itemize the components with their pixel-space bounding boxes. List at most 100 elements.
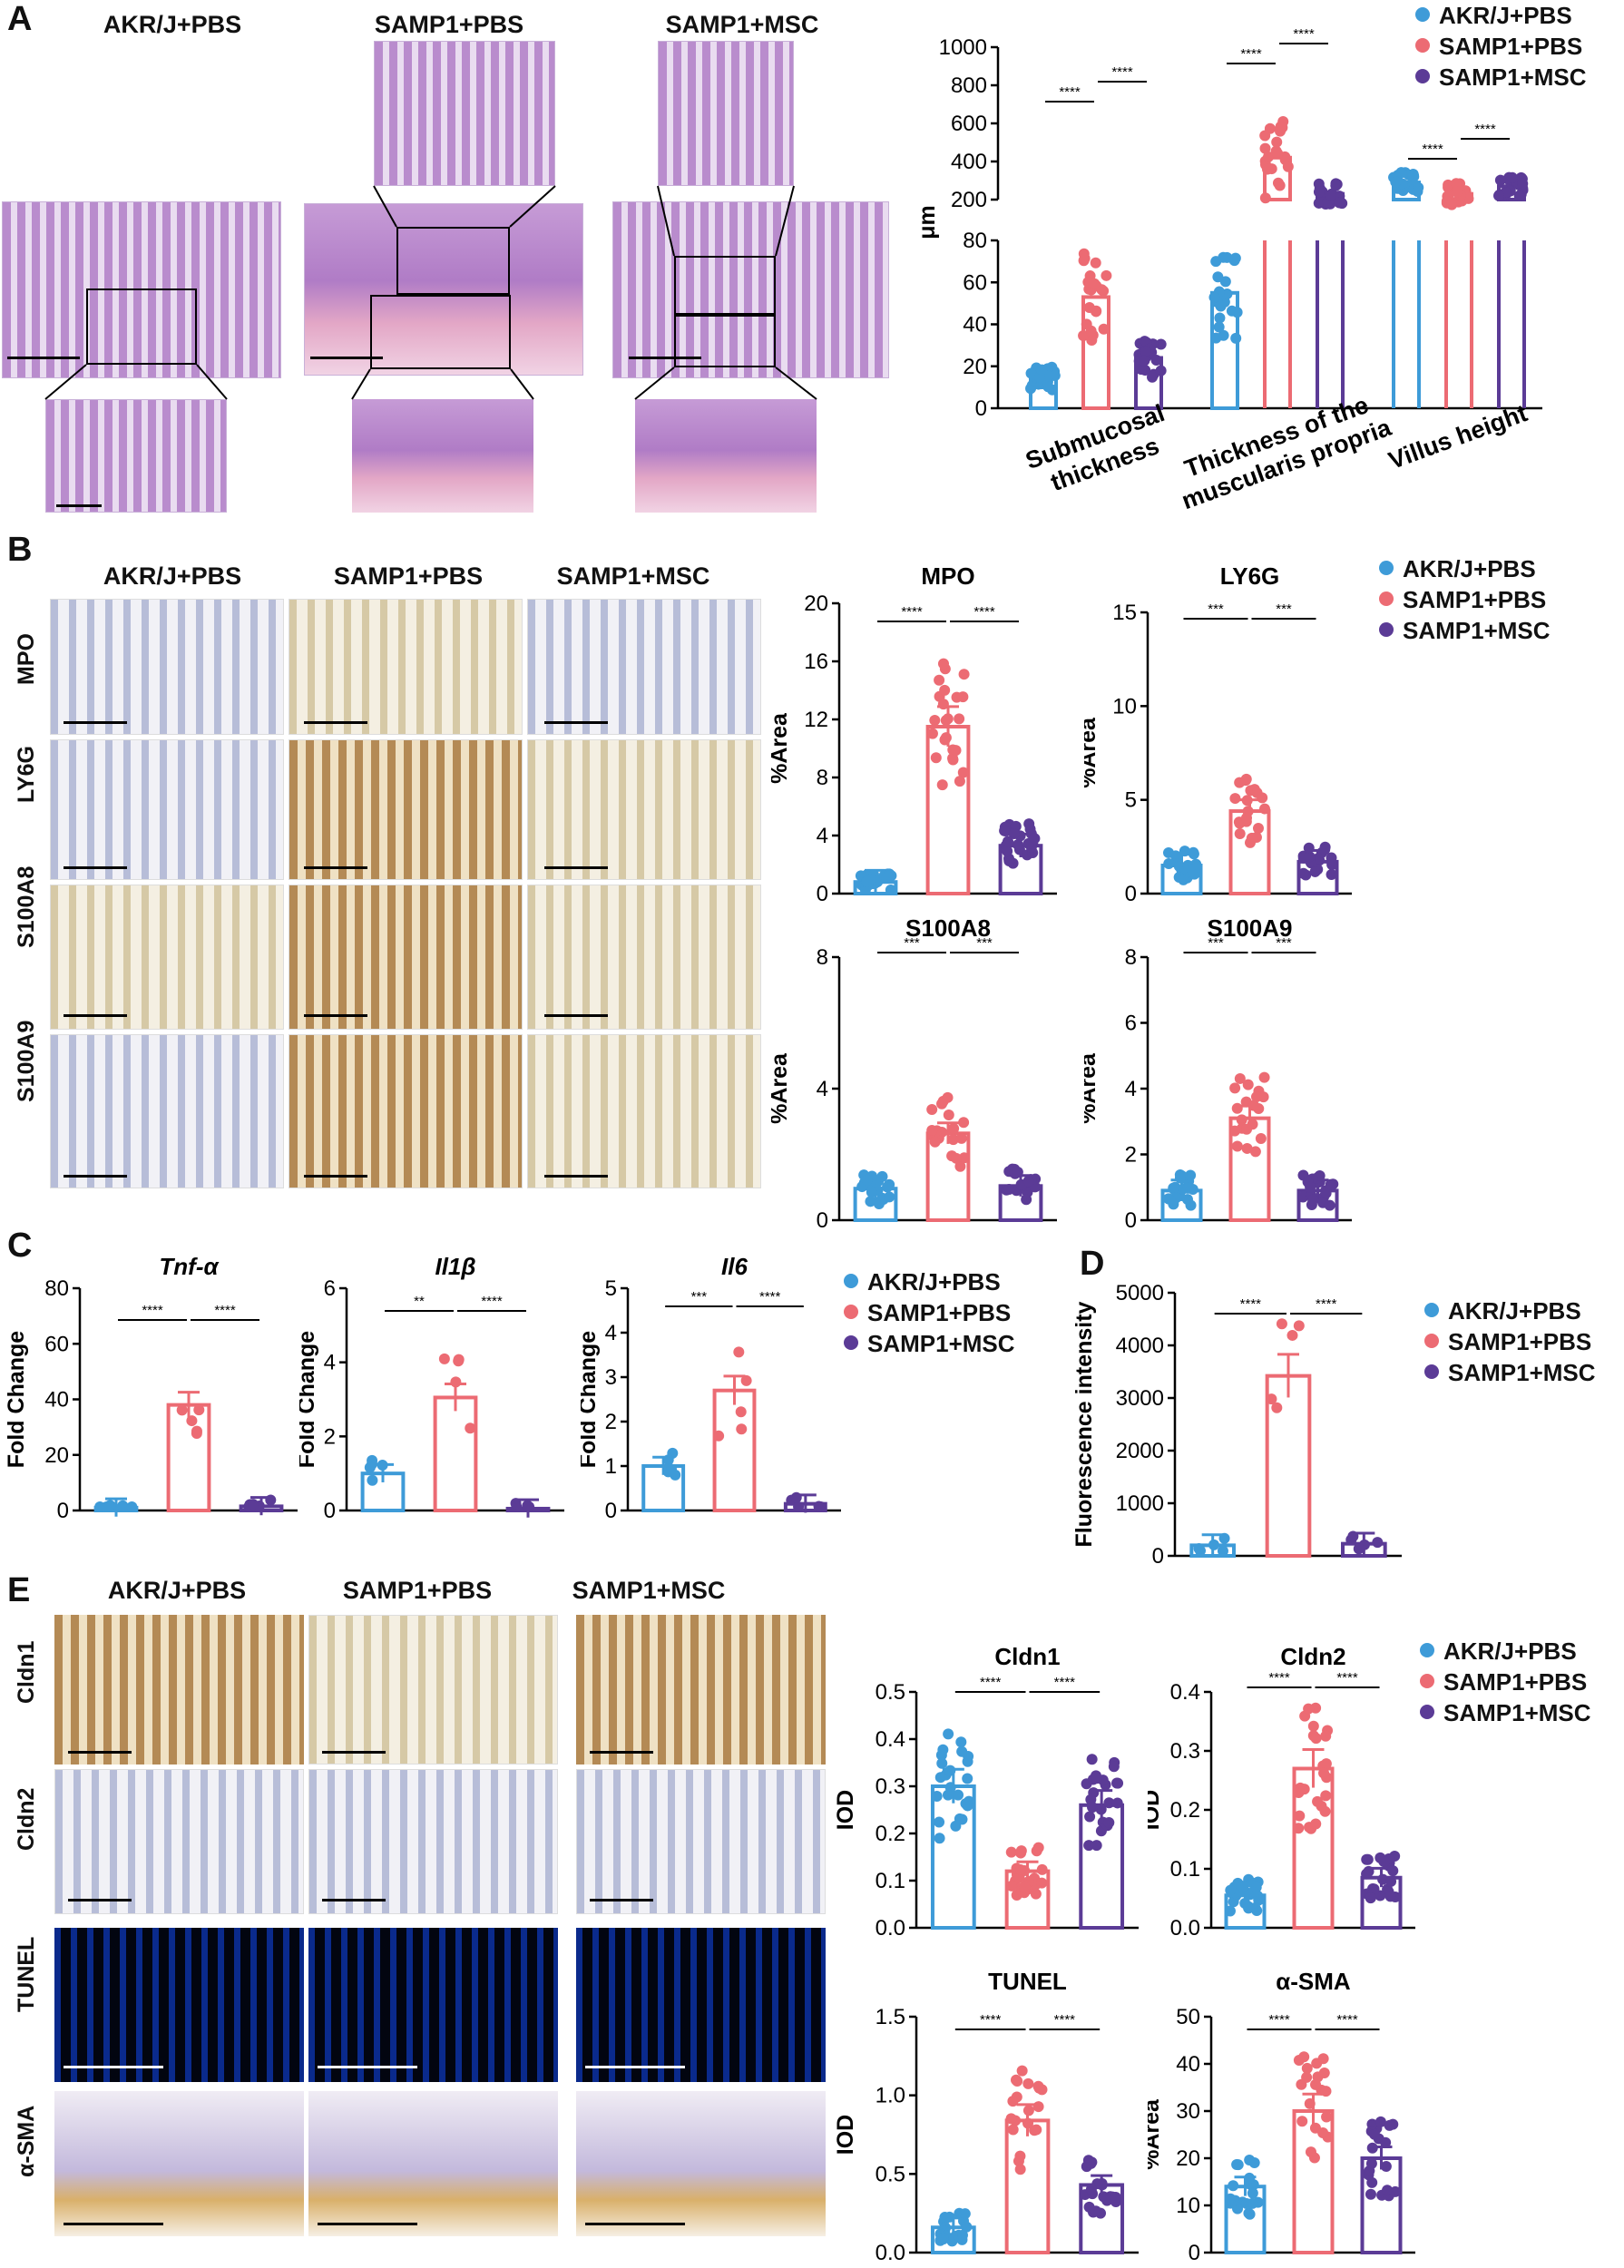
- y-tick-label: 0: [324, 1499, 336, 1523]
- data-point: [1303, 1703, 1315, 1715]
- y-tick-label: 8: [817, 766, 828, 790]
- data-point: [1217, 1545, 1228, 1557]
- he-zoom-samp1-pbs-bottom: [352, 399, 533, 513]
- data-point: [1310, 1733, 1322, 1745]
- data-point: [1493, 190, 1505, 201]
- data-point: [1188, 848, 1199, 860]
- panel-a-group-label: SAMP1+MSC: [665, 11, 819, 38]
- data-point: [1210, 332, 1222, 344]
- legend-label: AKR/J+PBS: [867, 1268, 1001, 1295]
- y-tick-label: 2: [1125, 1143, 1137, 1168]
- legend-dot-icon: [1420, 1705, 1434, 1719]
- data-point: [936, 779, 948, 791]
- data-point: [1310, 2078, 1322, 2090]
- significance-label: ****: [1422, 142, 1443, 157]
- significance-label: ****: [1316, 1296, 1337, 1312]
- data-point: [1385, 1875, 1397, 1887]
- data-point: [1240, 812, 1252, 824]
- data-point: [1236, 1114, 1247, 1126]
- data-point: [1098, 323, 1110, 335]
- data-point: [1182, 1182, 1194, 1194]
- data-point: [954, 1160, 966, 1172]
- data-point: [1022, 2077, 1034, 2089]
- data-point: [954, 713, 965, 725]
- data-point: [1081, 318, 1092, 330]
- data-point: [1313, 186, 1325, 198]
- row-label: MPO: [14, 633, 39, 685]
- y-axis-label: %Area: [1084, 1052, 1101, 1124]
- data-point: [1002, 836, 1013, 847]
- data-point: [1022, 2117, 1034, 2129]
- scale-bar: [585, 2223, 685, 2225]
- data-point: [1185, 1169, 1197, 1181]
- data-point: [1084, 1811, 1096, 1823]
- data-point: [884, 1191, 895, 1203]
- data-point: [1362, 1853, 1374, 1865]
- data-point: [926, 1104, 938, 1116]
- data-point: [930, 752, 942, 764]
- data-point: [1305, 1181, 1316, 1193]
- data-point: [1032, 1842, 1044, 1853]
- legend-item: AKR/J+PBS: [844, 1268, 1001, 1296]
- data-point: [957, 691, 969, 703]
- data-point: [1003, 1183, 1015, 1195]
- legend-dot-icon: [1379, 622, 1394, 637]
- data-point: [1317, 2126, 1329, 2138]
- zoom-box: [86, 288, 197, 365]
- legend-dot-icon: [844, 1335, 858, 1350]
- data-point: [1277, 122, 1288, 133]
- data-point: [1305, 2146, 1316, 2158]
- significance-label: ****: [1336, 2012, 1358, 2028]
- y-tick-label: 10: [1176, 2194, 1200, 2218]
- ihc-ly6g-akr: [50, 739, 284, 880]
- significance-label: ***: [1276, 935, 1292, 951]
- tunel-akr: [54, 1928, 304, 2082]
- scale-bar: [310, 357, 383, 359]
- data-point: [1085, 2157, 1097, 2169]
- data-point: [1022, 1175, 1034, 1187]
- data-point: [1301, 2071, 1313, 2083]
- chart-title: Cldn2: [1280, 1643, 1345, 1670]
- data-point: [1208, 1539, 1219, 1550]
- legend-label: SAMP1+MSC: [1403, 617, 1551, 644]
- data-point: [1029, 833, 1041, 845]
- legend-item: SAMP1+PBS: [1424, 1328, 1591, 1356]
- scale-bar: [64, 1014, 127, 1017]
- y-tick-label: 12: [804, 708, 828, 732]
- legend-item: SAMP1+MSC: [1379, 617, 1551, 645]
- data-point: [1103, 1816, 1115, 1828]
- data-point: [1365, 2188, 1376, 2200]
- y-tick-label: 0.0: [876, 1916, 905, 1941]
- significance-label: ***: [1208, 935, 1224, 951]
- significance-label: ****: [1240, 1296, 1262, 1312]
- legend-dot-icon: [1424, 1303, 1439, 1317]
- significance-label: ****: [1054, 1675, 1076, 1690]
- significance-label: ***: [1208, 601, 1224, 617]
- data-point: [1297, 1191, 1309, 1203]
- data-point: [1031, 2124, 1042, 2136]
- data-point: [1101, 2195, 1113, 2206]
- significance-label: ****: [214, 1303, 236, 1318]
- ihc-asma-samp1-msc: [576, 2091, 826, 2236]
- data-point: [1036, 1863, 1048, 1875]
- chart-tnf: Tnf-α 0 20 40 60 80 Fold Change **** ****: [7, 1253, 298, 1523]
- ihc-cldn1-samp1-msc: [576, 1615, 826, 1765]
- chart-title: TUNEL: [988, 1968, 1067, 1995]
- data-point: [1135, 364, 1147, 376]
- data-point: [1257, 792, 1268, 804]
- data-point: [1330, 180, 1342, 191]
- data-point: [962, 1773, 973, 1784]
- zoom-box: [674, 315, 776, 367]
- data-point: [453, 1354, 465, 1365]
- data-point: [1266, 1393, 1277, 1405]
- panel-b-group-label: AKR/J+PBS: [103, 562, 242, 590]
- data-point: [1016, 2065, 1028, 2077]
- data-point: [1250, 1091, 1262, 1103]
- data-point: [1296, 2116, 1308, 2127]
- significance-label: ****: [1268, 2012, 1290, 2028]
- y-tick-label: 0: [1125, 882, 1137, 906]
- data-point: [1304, 2097, 1316, 2109]
- data-point: [950, 1820, 962, 1832]
- significance-label: ****: [1240, 46, 1262, 62]
